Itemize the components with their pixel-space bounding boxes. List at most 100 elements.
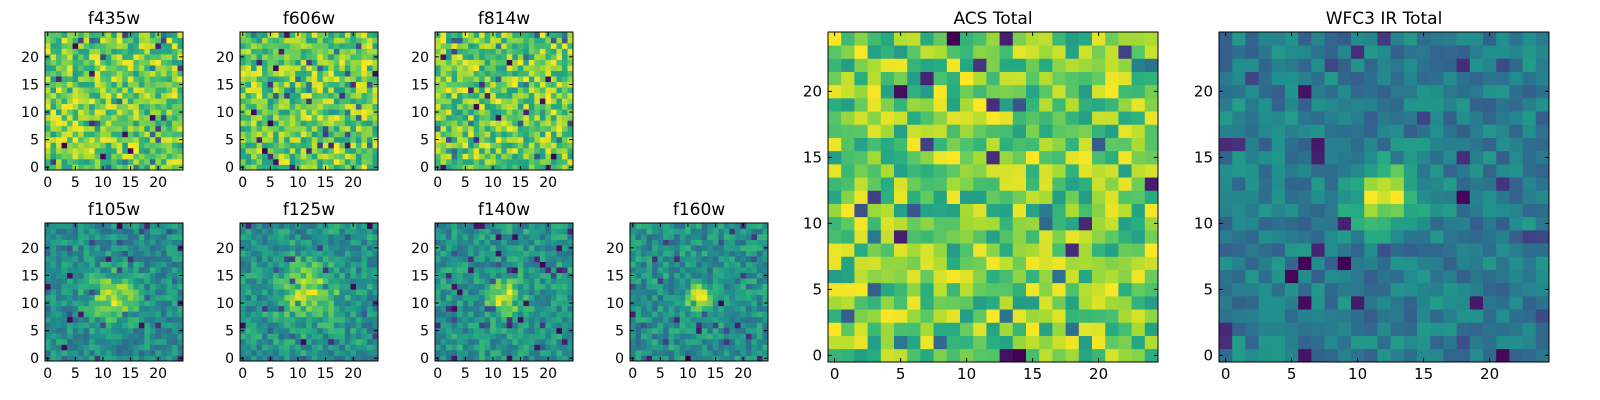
heatmap-cell (144, 239, 151, 246)
heatmap-cell (278, 103, 285, 110)
heatmap-cell (177, 32, 184, 38)
heatmap-cell (50, 322, 57, 329)
heatmap-cell (745, 228, 752, 235)
heatmap-cell (166, 81, 173, 88)
heatmap-cell (240, 289, 246, 296)
heatmap-cell (171, 333, 178, 340)
heatmap-cell (867, 243, 882, 257)
heatmap-cell (350, 267, 357, 274)
heatmap-cell (723, 250, 730, 257)
heatmap-cell (479, 234, 486, 240)
heatmap-cell (328, 234, 335, 240)
heatmap-cell (490, 37, 497, 44)
heatmap-cell (256, 87, 263, 94)
heatmap-cell (440, 92, 447, 99)
heatmap-cell (56, 136, 62, 143)
heatmap-cell (144, 164, 151, 171)
heatmap-cell (1012, 296, 1027, 310)
heatmap-cell (534, 103, 541, 110)
heatmap-cell (462, 92, 469, 99)
heatmap-cell (685, 349, 692, 356)
heatmap-cell (67, 109, 73, 116)
heatmap-cell (251, 125, 257, 132)
heatmap-cell (111, 333, 118, 340)
heatmap-cell (751, 245, 758, 251)
heatmap-cell (473, 109, 480, 116)
heatmap-cell (556, 250, 563, 257)
heatmap-cell (479, 125, 486, 132)
heatmap-cell (723, 283, 730, 290)
heatmap-cell (111, 294, 118, 301)
heatmap-cell (539, 65, 546, 71)
heatmap-cell (111, 267, 118, 274)
heatmap-cell (240, 349, 246, 356)
heatmap-cell (251, 272, 257, 279)
heatmap-cell (960, 177, 974, 191)
heatmap-cell (339, 322, 346, 329)
heatmap-cell (567, 76, 574, 83)
heatmap-cell (72, 43, 79, 49)
heatmap-cell (240, 228, 246, 235)
heatmap-cell (490, 344, 497, 351)
heatmap-cell (561, 327, 568, 334)
heatmap-cell (355, 147, 362, 154)
heatmap-cell (256, 147, 263, 154)
heatmap-cell (556, 142, 563, 149)
heatmap-cell (506, 349, 513, 356)
heatmap-cell (144, 98, 151, 105)
heatmap-cell (149, 109, 156, 116)
heatmap-cell (457, 300, 463, 307)
heatmap-cell (50, 338, 57, 345)
heatmap-cell (89, 223, 96, 229)
heatmap-cell (762, 250, 769, 257)
heatmap-cell (262, 256, 268, 262)
heatmap-cell (880, 296, 895, 310)
heatmap-cell (138, 349, 145, 356)
heatmap-cell (94, 48, 101, 55)
heatmap-cell (451, 32, 458, 38)
heatmap-cell (100, 228, 107, 235)
heatmap-cell (306, 32, 313, 38)
heatmap-cell (657, 234, 664, 240)
heatmap-cell (83, 316, 90, 323)
heatmap-cell (94, 76, 101, 83)
heatmap-cell (273, 32, 279, 38)
heatmap-cell (646, 311, 653, 318)
heatmap-cell (479, 87, 486, 94)
heatmap-cell (355, 48, 362, 55)
y-tick-label: 10 (21, 296, 39, 312)
heatmap-cell (344, 65, 351, 71)
heatmap-cell (256, 48, 263, 55)
heatmap-cell (556, 327, 563, 334)
heatmap-cell (300, 54, 307, 60)
heatmap-cell (545, 98, 552, 105)
heatmap-cell (1065, 322, 1080, 336)
heatmap-cell (177, 114, 184, 121)
heatmap-cell (56, 239, 62, 246)
heatmap-cell (295, 76, 302, 83)
heatmap-cell (550, 120, 557, 127)
heatmap-cell (1092, 282, 1106, 297)
heatmap-cell (534, 322, 541, 329)
heatmap-cell (751, 327, 758, 334)
heatmap-cell (372, 120, 379, 127)
heatmap-cell (256, 333, 263, 340)
heatmap-cell (127, 125, 134, 132)
heatmap-cell (690, 289, 697, 296)
heatmap-cells (45, 223, 184, 362)
heatmap-cell (50, 103, 57, 110)
heatmap-cell (122, 164, 129, 171)
heatmap-cell (506, 164, 513, 171)
heatmap-cell (89, 81, 96, 88)
heatmap-cell (556, 153, 563, 160)
heatmap-cell (462, 344, 469, 351)
heatmap-cell (920, 243, 934, 257)
heatmap-cell (328, 223, 335, 229)
heatmap-cell (561, 98, 568, 105)
heatmap-cell (284, 245, 291, 251)
heatmap-cell (506, 54, 513, 60)
heatmap-cell (674, 228, 681, 235)
heatmap-cell (262, 70, 268, 77)
heatmap-cell (122, 109, 129, 116)
heatmap-cell (67, 98, 73, 105)
